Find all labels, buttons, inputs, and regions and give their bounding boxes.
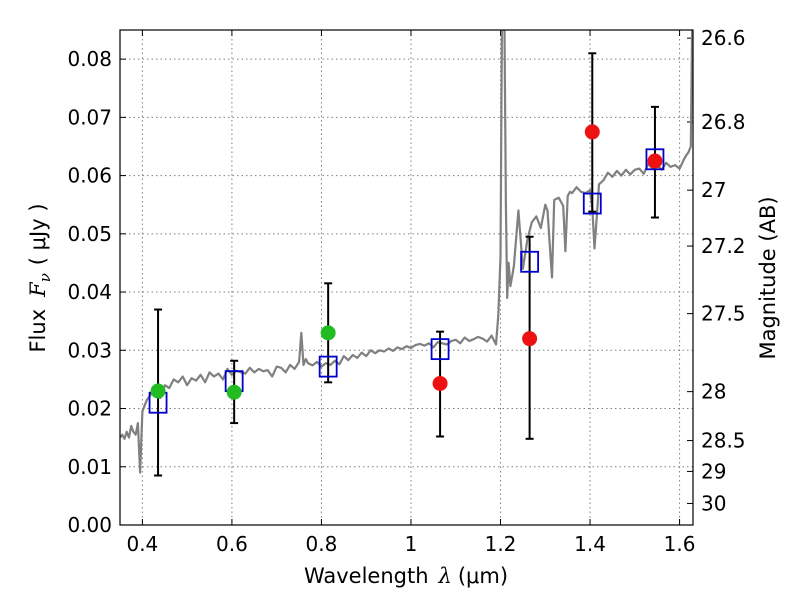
x-tick-label: 0.8 (306, 532, 338, 556)
y-tick-label: 0.01 (67, 455, 112, 479)
magnitude-tick-label: 30 (701, 491, 726, 515)
y-tick-label: 0.02 (67, 397, 112, 421)
red-photometry-points (432, 124, 663, 391)
y-axis-unit: ( μJy ) (26, 203, 50, 265)
red-point (432, 375, 448, 391)
x-axis-symbol: λ (438, 564, 452, 588)
model-square (520, 250, 540, 273)
magnitude-tick-label: 26.8 (701, 110, 746, 134)
spectrum-line (120, 30, 693, 474)
model-photometry-squares (148, 148, 665, 414)
green-point (150, 383, 166, 399)
green-point (320, 325, 336, 341)
y-axis-title-prefix: Flux (26, 309, 50, 353)
y-axis-title: Flux Fν ( μJy ) (26, 203, 54, 352)
x-tick-label: 0.6 (216, 532, 248, 556)
magnitude-tick-label: 29 (701, 459, 726, 483)
y-tick-label: 0.00 (67, 513, 112, 537)
magnitude-tick-label: 27.2 (701, 234, 746, 258)
magnitude-axis-title: Magnitude (AB) (756, 196, 780, 359)
plot-background (120, 30, 693, 525)
y-tick-label: 0.08 (67, 47, 112, 71)
x-tick-label: 1.2 (485, 532, 517, 556)
plot-frame (119, 29, 694, 526)
y-tick-label: 0.05 (67, 222, 112, 246)
x-tick-label: 1.6 (664, 532, 696, 556)
red-point (584, 124, 600, 140)
x-axis-ticks: 0.4 0.6 0.8 1 1.2 1.4 1.6 (126, 30, 695, 556)
x-axis-title: Wavelength λ (μm) (304, 564, 508, 588)
x-axis-unit: (μm) (458, 564, 508, 588)
red-point (647, 153, 663, 169)
green-point (226, 384, 242, 400)
magnitude-tick-label: 27 (701, 178, 726, 202)
y-axis-subscript: ν (36, 273, 54, 282)
magnitude-axis-ticks: 26.6 26.8 27 27.2 27.5 28 28.5 29 30 (687, 26, 746, 515)
magnitude-tick-label: 28 (701, 380, 726, 404)
y-tick-label: 0.03 (67, 338, 112, 362)
magnitude-tick-label: 28.5 (701, 429, 746, 453)
y-tick-label: 0.07 (67, 105, 112, 129)
model-square (430, 338, 450, 361)
green-photometry-points (150, 325, 336, 400)
y-tick-label: 0.06 (67, 164, 112, 188)
red-point (522, 331, 538, 347)
y-axis-ticks: 0.00 0.01 0.02 0.03 0.04 0.05 0.06 0.07 0.08 (67, 47, 126, 537)
model-square (645, 148, 665, 171)
model-square (582, 192, 602, 215)
x-tick-label: 0.4 (126, 532, 158, 556)
x-tick-label: 1.4 (574, 532, 606, 556)
y-axis-symbol: F (26, 281, 50, 298)
model-square (318, 355, 338, 378)
x-tick-label: 1 (405, 532, 418, 556)
y-tick-label: 0.04 (67, 280, 112, 304)
magnitude-tick-label: 26.6 (701, 26, 746, 50)
magnitude-tick-label: 27.5 (701, 302, 746, 326)
x-axis-title-prefix: Wavelength (304, 564, 429, 588)
